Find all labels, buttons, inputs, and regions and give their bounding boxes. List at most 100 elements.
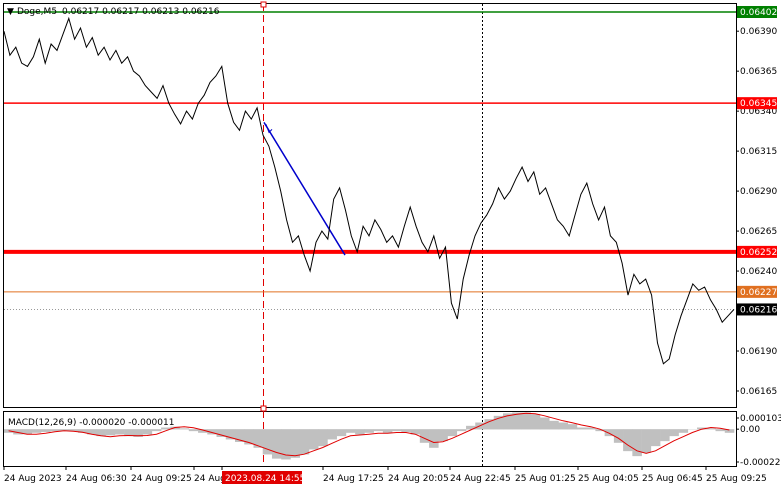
macd-signal-line	[8, 412, 730, 457]
time-tick-label: 24 Aug 2023	[4, 474, 62, 484]
macd-histogram-bar	[373, 429, 384, 432]
macd-histogram-bar	[512, 412, 522, 430]
level-tag-label: 0.06216	[740, 305, 777, 315]
macd-histogram-bar	[188, 429, 199, 432]
macd-label: MACD(12,26,9) -0.000020 -0.000011	[8, 418, 174, 428]
macd-histogram-bar	[715, 429, 726, 432]
macd-histogram-bar	[364, 429, 374, 433]
macd-histogram-bar	[170, 426, 180, 430]
price-tick-label: 0.06190	[740, 347, 777, 357]
macd-histogram-bar	[50, 429, 60, 432]
cursor-time-label: 2023.08.24 14:55	[225, 474, 305, 484]
macd-histogram-bar	[613, 429, 624, 443]
level-tag-label: 0.06252	[740, 248, 777, 258]
time-tick-label: 25 Aug 09:25	[706, 474, 767, 484]
macd-histogram-bar	[595, 429, 605, 432]
level-tag-label: 0.06345	[740, 99, 777, 109]
level-tag-bg	[737, 285, 777, 298]
cursor-time-bg	[222, 471, 302, 484]
macd-histogram-bar	[235, 429, 245, 442]
price-series	[3, 16, 735, 365]
macd-histogram-bar	[262, 429, 273, 455]
macd-tick-label: 0.00	[740, 425, 760, 435]
macd-histogram-bar	[493, 415, 504, 430]
macd-tick-label: 0.000103	[740, 414, 781, 424]
macd-histogram-bar	[308, 429, 319, 450]
price-tick-label: 0.06365	[740, 67, 777, 77]
macd-histogram-bar	[216, 429, 227, 437]
macd-histogram-bar	[77, 429, 88, 433]
blue-trend-line[interactable]	[263, 121, 346, 256]
macd-histogram-bar	[678, 429, 689, 433]
macd-histogram-bar	[401, 429, 411, 432]
macd-histogram-bar	[87, 429, 97, 435]
price-axis: 0.06390 0.06365 0.06340 0.06315 0.06290 0.062…	[736, 27, 777, 397]
macd-histogram-bar	[650, 429, 661, 447]
macd-histogram-bar	[558, 422, 568, 430]
time-tick-label: 24 Aug 22:45	[450, 474, 511, 484]
macd-histogram-bar	[419, 429, 430, 443]
level-tag-bg	[737, 5, 777, 18]
time-tick-label: 25 Aug 01:25	[515, 474, 576, 484]
macd-histogram-bar	[632, 429, 642, 457]
macd-histogram-bar	[114, 429, 125, 435]
macd-histogram-bar	[466, 425, 476, 430]
macd-histogram-bar	[271, 429, 282, 459]
macd-histogram-bar	[484, 419, 495, 430]
macd-histogram-bar	[290, 429, 300, 458]
macd-histogram-bar	[623, 429, 633, 452]
macd-histogram-bar	[299, 429, 310, 455]
price-line	[3, 16, 735, 365]
time-tick-label: 25 Aug 06:45	[642, 474, 703, 484]
price-tick-label: 0.06165	[740, 387, 777, 397]
time-tick-label: 24 Aug 09:25	[131, 474, 192, 484]
chart-menu-arrow-icon[interactable]: ▼	[7, 7, 14, 17]
macd-histogram-bar	[151, 429, 162, 432]
price-tick-label: 0.06290	[740, 187, 777, 197]
macd-histogram-bar	[521, 412, 532, 430]
macd-histogram-bar	[724, 429, 735, 433]
price-tick-label: 0.06390	[740, 27, 777, 37]
macd-histogram-bar	[604, 429, 615, 437]
level-tags: 0.06402 0.06345 0.06252 0.06227 0.06216	[737, 5, 777, 316]
macd-histogram-bar	[198, 429, 208, 433]
macd-histogram-bar	[22, 429, 33, 435]
time-axis: 24 Aug 2023 24 Aug 06:30 24 Aug 09:25 24 Au…	[3, 466, 767, 484]
macd-histogram-bar	[549, 420, 559, 430]
symbol-label: Doge,M5	[17, 7, 57, 17]
macd-histogram-bar	[124, 429, 134, 437]
cursor-handle-top[interactable]	[260, 1, 267, 8]
macd-histogram-bar	[31, 429, 42, 433]
macd-histogram-bar	[447, 429, 458, 437]
macd-histogram-bar	[456, 429, 467, 432]
ohlc-label: 0.06217 0.06217 0.06213 0.06216	[62, 7, 220, 17]
macd-indicator	[4, 412, 735, 460]
cursor-handle-bottom[interactable]	[260, 405, 267, 412]
macd-histogram-bar	[179, 428, 190, 430]
price-tick-label: 0.06315	[740, 147, 777, 157]
time-tick-label: 25 Aug 04:05	[578, 474, 639, 484]
level-tag-bg	[737, 303, 777, 316]
macd-histogram-bar	[161, 427, 171, 430]
price-tick-label: 0.06240	[740, 267, 777, 277]
macd-histogram-bar	[392, 429, 402, 432]
price-tick-label: 0.06265	[740, 227, 777, 237]
macd-histogram-bar	[13, 429, 23, 435]
time-tick-label: 24 Aug 1	[194, 474, 234, 484]
price-tick-label: 0.06340	[740, 107, 777, 117]
macd-histogram-bar	[641, 429, 652, 453]
horizontal-levels[interactable]	[4, 11, 736, 310]
macd-histogram-bar	[697, 427, 707, 430]
time-tick-label: 24 Aug 06:30	[66, 474, 127, 484]
macd-histogram-bar	[142, 429, 153, 435]
trend-line[interactable]	[263, 121, 346, 256]
level-tag-label: 0.06227	[740, 288, 777, 298]
macd-histogram-bar	[133, 429, 143, 437]
level-tag-label: 0.06402	[740, 8, 777, 18]
macd-histogram-bar	[244, 429, 254, 445]
macd-histogram-bar	[40, 429, 51, 432]
macd-histogram-bar	[355, 429, 365, 435]
macd-histogram-bar	[207, 429, 217, 435]
